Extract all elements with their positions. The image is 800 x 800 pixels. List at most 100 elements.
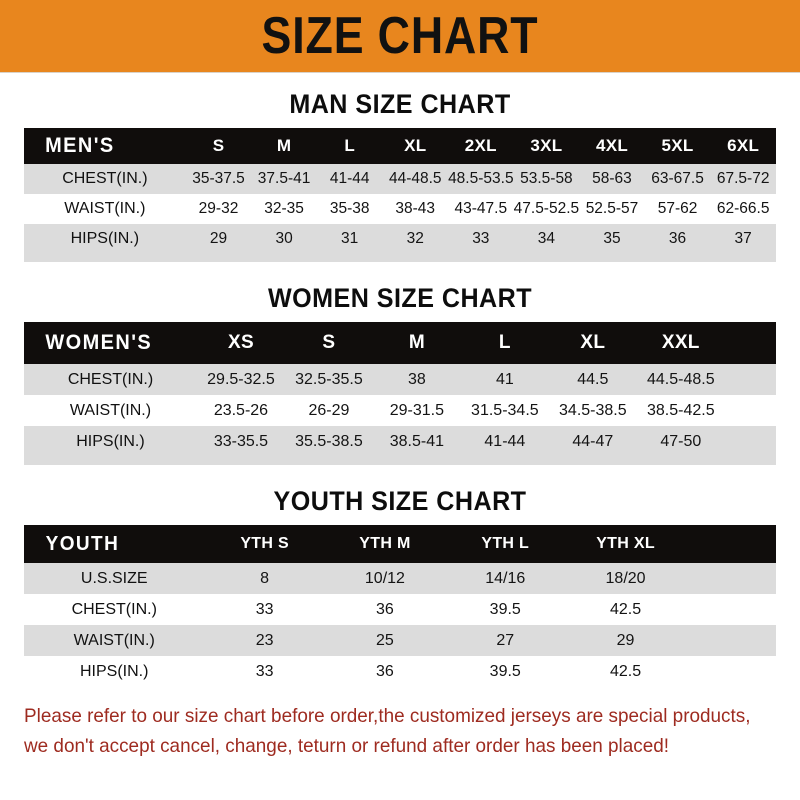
youth-row-label: WAIST(IN.): [73, 631, 155, 649]
women-cell: 34.5-38.5: [559, 401, 627, 419]
page-banner: SIZE CHART: [0, 0, 800, 73]
youth-cell: 36: [376, 662, 394, 680]
youth-size-header: YTH L: [481, 535, 530, 552]
women-cell: 38.5-41: [389, 432, 445, 450]
youth-table-body: YOUTH YTH S YTH M YTH L YTH XL U.S.SIZE …: [24, 525, 776, 687]
youth-row-label: CHEST(IN.): [71, 600, 157, 618]
table-row: CHEST(IN.) 35-37.5 37.5-41 41-44 44-48.5…: [24, 164, 776, 194]
women-cell: 41: [495, 370, 514, 388]
youth-cell: 23: [255, 631, 274, 649]
women-cell: 32.5-35.5: [295, 370, 363, 388]
table-row: WAIST(IN.) 23.5-26 26-29 29-31.5 31.5-34…: [24, 395, 776, 426]
youth-cell-spacer: [686, 594, 776, 625]
women-size-header: L: [498, 332, 511, 353]
women-cell: 31.5-34.5: [471, 401, 539, 419]
table-row: WAIST(IN.) 23 25 27 29: [24, 625, 776, 656]
men-cell: 58-63: [592, 170, 632, 187]
youth-cell: 39.5: [489, 662, 521, 680]
women-header-spacer: [725, 322, 776, 364]
men-cell: 34: [537, 230, 556, 247]
men-cell: 35-38: [329, 200, 370, 217]
men-cell: 63-67.5: [651, 170, 704, 187]
women-cell: 44.5-48.5: [646, 370, 715, 388]
men-cell: 32: [406, 230, 424, 247]
youth-size-header: YTH M: [359, 535, 411, 552]
women-cell: 44.5: [577, 370, 609, 388]
youth-cell-spacer: [686, 625, 776, 656]
women-size-header: XL: [580, 332, 606, 353]
women-size-header: XS: [227, 332, 254, 353]
footer-line-1: Please refer to our size chart before or…: [24, 705, 751, 727]
men-cell: 44-48.5: [388, 170, 442, 187]
men-section-title: MAN SIZE CHART: [289, 89, 511, 119]
men-cell: 37.5-41: [257, 170, 311, 187]
women-cell: 26-29: [308, 401, 350, 419]
footer-line-2: we don't accept cancel, change, teturn o…: [24, 735, 670, 757]
youth-cell-spacer: [686, 656, 776, 687]
men-cell: 31: [341, 230, 359, 247]
men-size-header: 5XL: [661, 136, 694, 155]
men-cell: 47.5-52.5: [513, 200, 580, 217]
men-corner-label: MEN'S: [45, 134, 115, 157]
men-cell: 30: [275, 230, 293, 247]
table-row: HIPS(IN.) 33 36 39.5 42.5: [24, 656, 776, 687]
women-cell: 33-35.5: [213, 432, 269, 450]
men-size-header: XL: [404, 136, 427, 155]
women-header-row: WOMEN'S XS S M L XL XXL: [24, 322, 776, 364]
men-cell: 43-47.5: [454, 200, 508, 217]
women-table-tail: [24, 457, 776, 465]
youth-size-header: YTH S: [240, 535, 289, 552]
women-row-label: WAIST(IN.): [69, 401, 152, 419]
women-cell: 41-44: [484, 432, 526, 450]
men-cell: 53.5-58: [520, 170, 573, 187]
women-cell: 29.5-32.5: [207, 370, 275, 388]
men-row-label: CHEST(IN.): [62, 170, 148, 187]
page-title: SIZE CHART: [261, 7, 539, 65]
youth-cell: 10/12: [364, 569, 405, 587]
men-cell: 29: [209, 230, 228, 247]
women-size-header: S: [322, 332, 336, 353]
women-cell: 29-31.5: [389, 401, 445, 419]
men-cell: 29-32: [198, 200, 239, 217]
men-size-header: 3XL: [530, 136, 563, 155]
table-row: U.S.SIZE 8 10/12 14/16 18/20: [24, 563, 776, 594]
youth-section-title: YOUTH SIZE CHART: [273, 486, 527, 516]
youth-row-label: U.S.SIZE: [80, 569, 148, 587]
men-header-row: MEN'S S M L XL 2XL 3XL 4XL 5XL 6XL: [24, 128, 776, 164]
men-cell: 67.5-72: [716, 170, 770, 187]
men-cell: 35-37.5: [192, 170, 245, 187]
men-table-body: MEN'S S M L XL 2XL 3XL 4XL 5XL 6XL CHEST…: [24, 128, 776, 254]
youth-cell: 18/20: [605, 569, 646, 587]
women-table-wrap: WOMEN'S XS S M L XL XXL CHEST(IN.) 29.5-…: [24, 322, 776, 457]
men-cell: 32-35: [264, 200, 304, 217]
men-size-header: S: [212, 136, 225, 155]
youth-size-table: YOUTH YTH S YTH M YTH L YTH XL U.S.SIZE …: [24, 525, 776, 687]
men-table-wrap: MEN'S S M L XL 2XL 3XL 4XL 5XL 6XL CHEST…: [24, 128, 776, 254]
youth-cell: 14/16: [485, 569, 526, 587]
men-cell: 57-62: [657, 200, 698, 217]
women-size-header: M: [408, 332, 425, 353]
men-cell: 33: [472, 230, 490, 247]
women-cell: 47-50: [660, 432, 702, 450]
men-table-tail: [24, 254, 776, 262]
footer-disclaimer: Please refer to our size chart before or…: [24, 701, 753, 761]
youth-cell: 29: [616, 631, 635, 649]
men-size-header: 4XL: [595, 136, 629, 155]
men-cell: 38-43: [395, 200, 436, 217]
youth-size-header: YTH XL: [596, 535, 655, 552]
youth-header-row: YOUTH YTH S YTH M YTH L YTH XL: [24, 525, 776, 563]
youth-header-spacer: [686, 525, 776, 563]
women-size-table: WOMEN'S XS S M L XL XXL CHEST(IN.) 29.5-…: [24, 322, 776, 457]
women-corner-label: WOMEN'S: [45, 331, 153, 354]
women-row-label: CHEST(IN.): [67, 370, 154, 388]
men-row-label: HIPS(IN.): [70, 230, 140, 247]
women-cell: 35.5-38.5: [295, 432, 363, 450]
men-size-header: L: [344, 136, 355, 155]
youth-row-label: HIPS(IN.): [80, 662, 149, 680]
men-cell: 35: [603, 230, 621, 247]
youth-cell: 25: [376, 631, 394, 649]
table-row: CHEST(IN.) 33 36 39.5 42.5: [24, 594, 776, 625]
women-cell: 23.5-26: [213, 401, 269, 419]
women-cell: 38: [407, 370, 426, 388]
men-cell: 52.5-57: [585, 200, 639, 217]
